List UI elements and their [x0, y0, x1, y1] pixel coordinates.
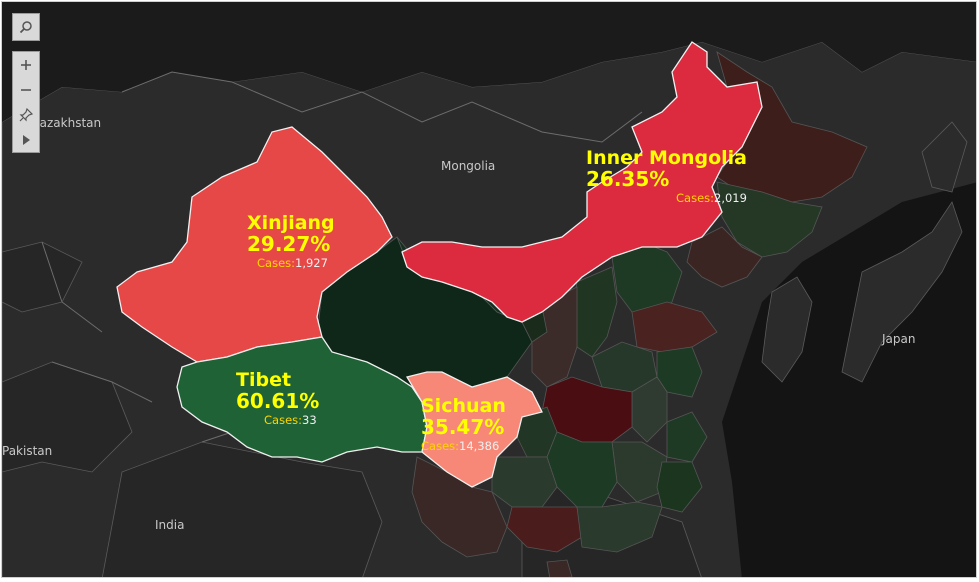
search-icon[interactable] — [13, 14, 39, 40]
province-sichuan — [405, 371, 543, 488]
region-cases: Cases:2,019 — [676, 192, 747, 204]
play-icon[interactable] — [13, 127, 39, 152]
plus-icon[interactable] — [13, 52, 39, 77]
region-cases: Cases:14,386 — [421, 440, 506, 452]
region-label-tibet: Tibet 60.61% Cases:33 — [236, 369, 320, 426]
region-name: Sichuan — [421, 395, 506, 417]
region-label-sichuan: Sichuan 35.47% Cases:14,386 — [421, 395, 506, 452]
country-label-japan: Japan — [882, 332, 916, 346]
region-percent: 26.35% — [586, 166, 670, 191]
region-name: Tibet — [236, 369, 292, 391]
region-label-inner-mongolia: Inner Mongolia 26.35% Cases:2,019 — [586, 147, 747, 204]
cases-value: 33 — [302, 412, 317, 427]
pin-icon[interactable] — [13, 102, 39, 127]
region-name: Xinjiang — [247, 212, 335, 234]
region-cases: Cases:33 — [264, 414, 319, 426]
country-borders — [41, 71, 643, 443]
cases-key: Cases: — [257, 255, 296, 270]
cases-value: 2,019 — [714, 190, 747, 205]
korea-japan-land — [761, 121, 968, 383]
minus-icon[interactable] — [13, 77, 39, 102]
highlighted-provinces[interactable] — [116, 41, 763, 488]
region-percent: 29.27% — [247, 231, 331, 256]
cases-key: Cases: — [264, 412, 303, 427]
region-name: Inner Mongolia — [586, 147, 747, 169]
province-xinjiang — [116, 126, 393, 363]
country-label-pakistan: Pakistan — [2, 444, 53, 458]
country-label-mongolia: Mongolia — [441, 159, 496, 173]
province-guizhou — [491, 456, 558, 508]
cases-key: Cases: — [421, 438, 460, 453]
cases-value: 14,386 — [459, 438, 500, 453]
province-guangxi — [506, 506, 583, 553]
region-label-xinjiang: Xinjiang 29.27% Cases:1,927 — [247, 212, 335, 269]
province-inner-mongolia — [401, 41, 763, 323]
cases-value: 1,927 — [295, 255, 328, 270]
cases-key: Cases: — [676, 190, 715, 205]
province-fujian — [656, 461, 703, 513]
region-percent: 35.47% — [421, 414, 505, 439]
search-control[interactable] — [12, 13, 40, 41]
province-zhejiang — [666, 411, 708, 463]
province-shapes[interactable] — [316, 51, 868, 578]
country-label-kazakhstan: Kazakhstan — [32, 116, 102, 130]
region-cases: Cases:1,927 — [257, 257, 335, 269]
province-liaoning — [686, 226, 763, 288]
province-hainan — [546, 559, 573, 577]
zoom-controls[interactable] — [12, 51, 40, 153]
country-label-india: India — [155, 518, 185, 532]
province-jilin — [716, 181, 823, 258]
province-tibet — [176, 336, 428, 463]
province-shandong — [631, 301, 718, 353]
province-guangdong — [576, 501, 663, 553]
region-percent: 60.61% — [236, 388, 320, 413]
